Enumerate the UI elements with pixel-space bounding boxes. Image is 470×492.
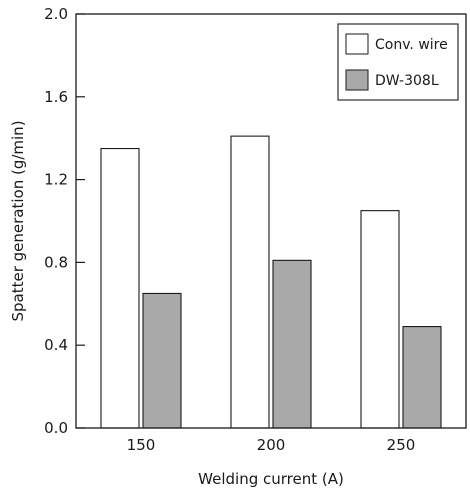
legend-label-conv-wire: Conv. wire xyxy=(375,37,448,53)
y-tick-label-1: 0.4 xyxy=(44,336,68,354)
bars-group xyxy=(100,135,442,429)
bar-conv-wire-200 xyxy=(230,135,270,429)
bar-conv-wire-250 xyxy=(360,210,400,429)
bar-dw-308l-150 xyxy=(142,292,182,429)
y-axis-title: Spatter generation (g/min) xyxy=(9,120,27,321)
x-axis-title: Welding current (A) xyxy=(198,470,344,488)
y-ticks-group: 0.0 0.4 0.8 1.2 1.6 2.0 xyxy=(44,5,85,437)
legend: Conv. wire DW-308L xyxy=(337,23,459,101)
legend-swatch-conv-wire xyxy=(345,33,369,55)
bar-dw-308l-250 xyxy=(402,326,442,429)
plot-frame xyxy=(75,13,467,429)
legend-swatch-dw-308l xyxy=(345,69,369,91)
bar-dw-308l-200 xyxy=(272,259,312,429)
y-tick-label-0: 0.0 xyxy=(44,419,68,437)
x-tick-label-150: 150 xyxy=(127,436,156,454)
y-tick-label-2: 0.8 xyxy=(44,253,68,271)
y-tick-label-4: 1.6 xyxy=(44,88,68,106)
x-tick-label-250: 250 xyxy=(387,436,416,454)
y-tick-label-5: 2.0 xyxy=(44,5,68,23)
y-tick-label-3: 1.2 xyxy=(44,171,68,189)
legend-label-dw-308l: DW-308L xyxy=(375,73,439,89)
x-tick-label-200: 200 xyxy=(257,436,286,454)
x-ticks-group: 150 200 250 xyxy=(127,436,416,454)
bar-conv-wire-150 xyxy=(100,148,140,429)
